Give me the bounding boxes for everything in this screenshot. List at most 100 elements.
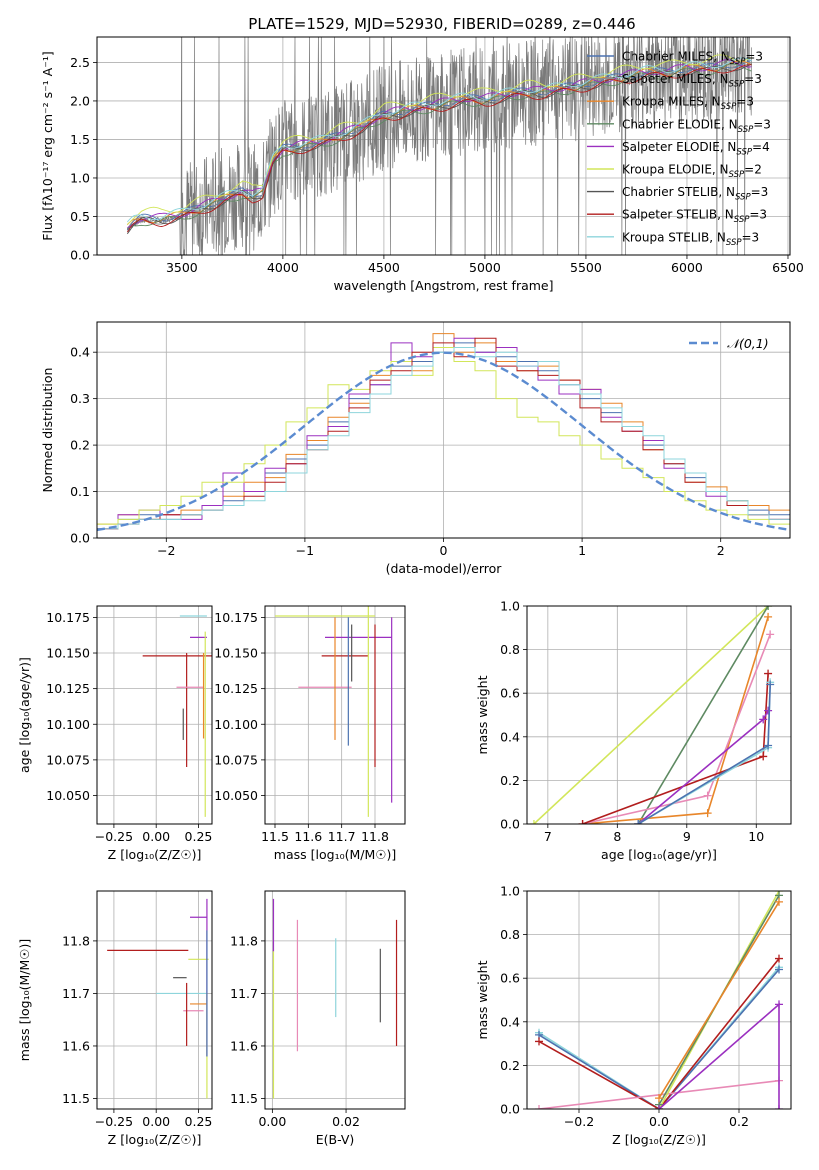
y-tick-label: 10.075	[214, 752, 258, 767]
x-axis-label: Z [log₁₀(Z/Z☉)]	[108, 847, 202, 862]
y-tick-label: 0.4	[500, 729, 520, 744]
x-tick-label: 9	[683, 829, 691, 844]
y-tick-label: 1.5	[70, 132, 90, 147]
weight-series	[658, 901, 780, 1099]
y-tick-label: 2.5	[70, 55, 90, 70]
plus-marker	[529, 820, 538, 824]
y-tick-label: 10.050	[214, 788, 258, 803]
grid	[527, 605, 791, 825]
model-line	[126, 57, 752, 223]
x-tick-label: 4500	[368, 260, 400, 275]
legend-label: Chabrier MILES, N	[622, 50, 730, 64]
x-tick-label: 0.0	[649, 1114, 669, 1129]
y-tick-label: 0.6	[500, 686, 520, 701]
legend-subscript: SSP	[721, 102, 737, 112]
weight-series	[538, 968, 780, 1109]
y-tick-label: 0.0	[500, 1102, 520, 1117]
plus-marker	[578, 820, 587, 824]
legend-label: Salpeter ELODIE, N	[622, 140, 736, 154]
y-tick-label: 10.175	[46, 610, 90, 625]
plot-area	[142, 615, 212, 817]
plus-marker	[703, 791, 712, 800]
legend-tail: =2	[744, 163, 762, 177]
plus-marker	[759, 715, 768, 724]
plot-area	[529, 606, 775, 824]
x-tick-label: 0	[440, 543, 448, 558]
axes-mass_vs_EBV: 0.00 0.02 11.5 11.6 11.7 11.8 E(B-V)	[230, 890, 406, 1147]
y-tick-label: 11.8	[62, 933, 90, 948]
grid	[97, 891, 212, 1109]
plus-marker	[775, 954, 783, 963]
legend-tail: =3	[749, 208, 767, 222]
y-axis-label: mass weight	[475, 960, 490, 1039]
legend-tail: =3	[736, 95, 754, 109]
plus-marker	[764, 741, 773, 750]
y-tick-label: 11.8	[230, 933, 258, 948]
plus-marker	[764, 606, 773, 610]
y-tick-label: 1.0	[500, 599, 520, 614]
grid	[97, 606, 212, 824]
axes-frame	[264, 890, 406, 1110]
legend-subscript: SSP	[738, 125, 754, 135]
weight-series	[637, 684, 771, 824]
axes-mass_vs_Z: −0.25 0.00 0.25 11.5 11.6 11.7 11.8 Z [log₁₀(Z/…	[17, 890, 213, 1147]
plus-marker	[775, 897, 783, 906]
y-tick-label: 0.8	[500, 642, 520, 657]
y-tick-label: 10.100	[46, 717, 90, 732]
plus-marker	[775, 1000, 783, 1009]
legend-entry: Kroupa ELODIE, NSSP=2	[622, 163, 762, 181]
normal-curve	[97, 351, 790, 532]
legend-subscript: SSP	[729, 170, 745, 180]
weight-series	[637, 682, 771, 824]
x-axis-label: age [log₁₀(age/yr)]	[601, 847, 717, 862]
y-tick-label: 11.7	[62, 986, 90, 1001]
y-tick-label: 10.125	[214, 681, 258, 696]
axes-spectrum: 3500 4000 4500 5000 5500 6000 6500 0.0 0.5 1.0 1.5…	[40, 36, 804, 293]
legend-entry: Salpeter ELODIE, NSSP=4	[622, 140, 770, 158]
legend-entry: Kroupa STELIB, NSSP=3	[622, 230, 759, 248]
legend-label: Salpeter STELIB, N	[622, 208, 734, 222]
legend-label: Chabrier STELIB, N	[622, 185, 735, 199]
x-axis-label: (data-model)/error	[386, 561, 503, 576]
y-tick-label: 1.0	[70, 170, 90, 185]
axes-residuals: −2 −1 0 1 2 0.0 0.1 0.2 0.3 0.4 (data-model)/error…	[40, 321, 791, 576]
figure-title: PLATE=1529, MJD=52930, FIBERID=0289, z=0…	[248, 15, 635, 33]
x-tick-label: −0.25	[95, 1114, 133, 1129]
grid	[265, 891, 405, 1109]
x-tick-label: 0.00	[258, 1114, 286, 1129]
legend-label: Kroupa ELODIE, N	[622, 163, 729, 177]
y-tick-label: 10.150	[46, 646, 90, 661]
y-tick-label: 2.0	[70, 93, 90, 108]
weight-series	[538, 958, 780, 1109]
y-axis-label: mass [log₁₀(M/M☉)]	[17, 939, 32, 1061]
legend-subscript: SSP	[730, 57, 746, 67]
weight-series	[538, 966, 780, 1109]
x-tick-label: 0.02	[332, 1114, 360, 1129]
x-tick-label: 7	[544, 829, 552, 844]
x-tick-label: 8	[613, 829, 621, 844]
axes-weight_vs_age: 7 8 9 10 0.0 0.2 0.4 0.6 0.8 1.0 age [log₁₀(age/yr…	[475, 599, 792, 862]
axes-age_vs_Z: −0.25 0.00 0.25 10.050 10.075 10.100 10.125 10.…	[17, 605, 213, 862]
y-axis-label: mass weight	[475, 675, 490, 754]
plot-area	[97, 333, 790, 532]
legend-label: Salpeter MILES, N	[622, 72, 729, 86]
x-tick-label: 5000	[469, 260, 501, 275]
y-tick-label: 0.2	[70, 438, 90, 453]
plus-marker	[535, 1105, 543, 1109]
y-tick-label: 10.100	[214, 717, 258, 732]
legend-entry: Chabrier STELIB, NSSP=3	[622, 185, 768, 203]
x-axis-label: Z [log₁₀(Z/Z☉)]	[612, 1132, 706, 1147]
y-tick-label: 1.0	[500, 884, 520, 899]
plus-marker	[766, 630, 775, 639]
x-axis-label: mass [log₁₀(M/M☉)]	[274, 847, 396, 862]
plus-marker	[634, 820, 643, 824]
weight-series	[582, 634, 771, 824]
histogram-series	[97, 347, 790, 530]
axes-frame	[526, 605, 792, 825]
legend-subscript: SSP	[729, 80, 745, 90]
x-tick-label: 6500	[772, 260, 804, 275]
y-tick-label: 11.6	[230, 1038, 258, 1053]
y-tick-label: 10.150	[214, 646, 258, 661]
